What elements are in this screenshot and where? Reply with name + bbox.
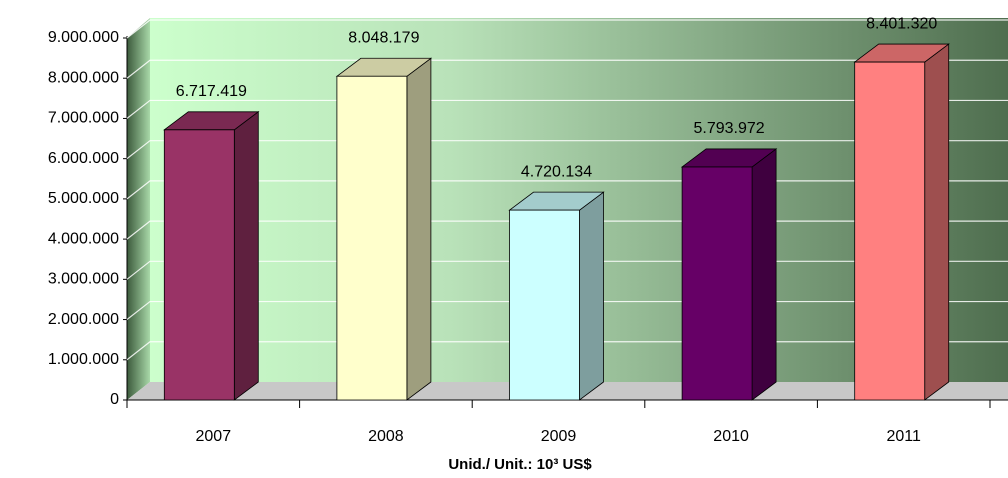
bar-front <box>163 129 235 401</box>
y-tick-label: 3.000.000 <box>48 271 119 288</box>
grid-line <box>126 140 1008 160</box>
y-tick-label: 1.000.000 <box>48 351 119 368</box>
x-tick-label: 2008 <box>368 428 404 445</box>
x-tick-label: 2011 <box>886 428 921 445</box>
grid-line <box>126 59 1008 79</box>
x-tick-label: 2007 <box>196 428 232 445</box>
y-tick-label: 0 <box>110 391 119 408</box>
grid-line <box>126 19 1008 39</box>
bar-front <box>336 75 408 401</box>
y-tick-label: 7.000.000 <box>48 110 119 127</box>
bar-side <box>924 43 950 401</box>
value-label: 8.401.320 <box>866 15 937 32</box>
grid-line <box>126 99 1008 119</box>
y-tick-label: 5.000.000 <box>48 190 119 207</box>
bar <box>680 148 778 401</box>
bar-front <box>509 209 580 401</box>
bar <box>335 57 433 401</box>
value-label: 8.048.179 <box>348 30 419 47</box>
value-label: 6.717.419 <box>176 83 247 100</box>
y-tick-label: 8.000.000 <box>48 69 119 86</box>
y-tick-label: 6.000.000 <box>48 150 119 167</box>
y-tick-label: 4.000.000 <box>48 230 119 247</box>
y-tick-label: 2.000.000 <box>48 311 119 328</box>
bar-front <box>854 61 926 401</box>
bar-side <box>406 57 432 401</box>
x-tick-label: 2010 <box>713 428 749 445</box>
x-tick-label: 2009 <box>541 428 577 445</box>
bar-front <box>681 166 753 401</box>
value-label: 4.720.134 <box>521 163 592 180</box>
bar <box>508 191 605 401</box>
bar-side <box>751 148 777 401</box>
bar-side <box>579 191 604 401</box>
value-label: 5.793.972 <box>694 120 765 137</box>
bar-side <box>233 111 259 401</box>
bar <box>163 111 260 401</box>
x-axis-title: Unid./ Unit.: 10³ US$ <box>448 456 592 473</box>
y-tick-label: 9.000.000 <box>48 29 119 46</box>
bar <box>853 43 950 401</box>
